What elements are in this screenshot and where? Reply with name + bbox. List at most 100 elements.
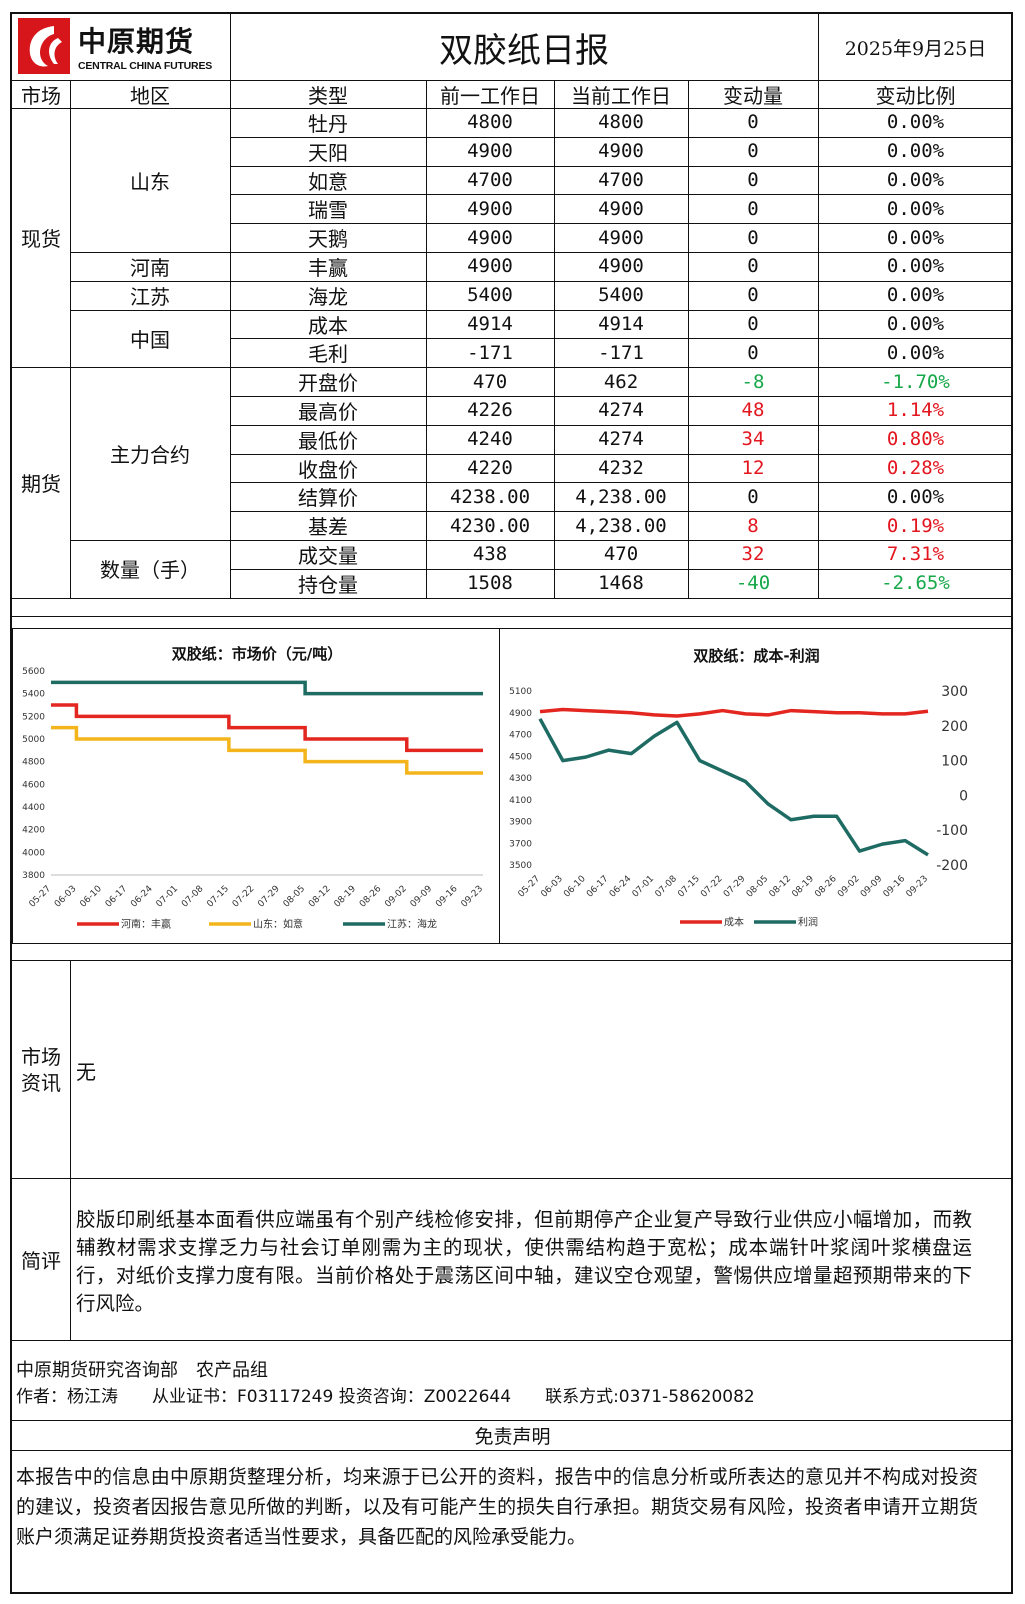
page-title: 双胶纸日报 [439, 30, 609, 71]
y-tick-label: 5600 [22, 667, 45, 677]
row-type: 天鹅 [308, 227, 348, 252]
change-percent: 0.00% [886, 197, 945, 220]
x-tick-label: 09-16 [434, 884, 460, 910]
daily-report: 中原期货 CENTRAL CHINA FUTURES 双胶纸日报 2025年9月… [10, 12, 1013, 1594]
row-type: 持仓量 [298, 572, 358, 597]
x-tick-label: 06-24 [608, 874, 634, 900]
news-label-line1: 市场 [21, 1045, 61, 1069]
curr-value: 4274 [598, 399, 644, 422]
y-left-tick-label: 3700 [509, 839, 532, 849]
x-tick-label: 06-03 [53, 884, 79, 910]
market-price-chart: 3800 4000 4200 4400 4600 4800 5000 5200 5400 5600… [22, 667, 485, 931]
x-tick-label: 08-12 [307, 884, 333, 910]
y-right-tick-label: 100 [941, 754, 968, 770]
change-value: 0 [747, 485, 759, 508]
comment-label: 简评 [21, 1248, 61, 1273]
row-type: 如意 [308, 169, 348, 194]
chart-left-title: 双胶纸：市场价（元/吨） [171, 645, 343, 663]
comment-text: 胶版印刷纸基本面看供应端虽有个别产线检修安排，但前期停产企业复产导致行业供应小幅… [76, 1208, 972, 1315]
x-tick-label: 08-19 [790, 874, 816, 900]
change-percent: 0.00% [886, 284, 945, 307]
disclaimer-title: 免责声明 [474, 1425, 551, 1448]
row-type: 结算价 [298, 486, 358, 511]
chart-right-title: 双胶纸：成本-利润 [693, 647, 820, 665]
y-tick-label: 5200 [22, 712, 45, 722]
y-right-tick-label: 300 [941, 684, 968, 700]
series-line [538, 718, 929, 857]
change-value: -8 [741, 370, 765, 393]
row-type: 成交量 [298, 543, 358, 568]
x-tick-label: 06-24 [129, 884, 155, 910]
region-label: 主力合约 [110, 443, 190, 468]
y-tick-label: 3800 [22, 871, 45, 881]
x-tick-label: 06-17 [585, 874, 611, 900]
change-percent: 1.14% [886, 399, 945, 422]
y-right-tick-label: 0 [959, 788, 968, 804]
change-percent: 0.19% [886, 514, 945, 537]
y-tick-label: 4600 [22, 780, 45, 790]
y-tick-label: 5400 [22, 690, 45, 700]
x-tick-label: 07-08 [653, 874, 679, 900]
y-left-tick-label: 4100 [509, 796, 532, 806]
x-tick-label: 07-22 [699, 874, 725, 900]
x-tick-label: 05-27 [517, 874, 543, 900]
curr-value: 462 [603, 370, 639, 393]
column-header: 市场 [21, 83, 61, 108]
change-value: 0 [747, 341, 759, 364]
logo-en-text: CENTRAL CHINA FUTURES [78, 60, 213, 72]
change-value: 0 [747, 168, 759, 191]
change-value: 0 [747, 284, 759, 307]
change-percent: 7.31% [886, 543, 945, 566]
column-header: 类型 [308, 83, 348, 108]
legend-label: 利润 [798, 916, 818, 929]
change-percent: 0.00% [886, 255, 945, 278]
x-tick-label: 06-10 [78, 884, 104, 910]
x-tick-label: 06-03 [539, 874, 565, 900]
change-value: 0 [747, 255, 759, 278]
curr-value: 4,238.00 [575, 485, 667, 508]
x-tick-label: 08-05 [282, 884, 308, 910]
x-tick-label: 08-26 [358, 884, 384, 910]
y-left-tick-label: 4700 [509, 731, 532, 741]
x-tick-label: 09-16 [882, 874, 908, 900]
curr-value: 4232 [598, 456, 644, 479]
prev-value: 5400 [467, 284, 513, 307]
chart-left-panel: 双胶纸：市场价（元/吨） 3800 4000 4200 4400 4600 4800 500… [12, 628, 500, 944]
curr-value: 4914 [598, 312, 644, 335]
prev-value: 4240 [467, 428, 513, 451]
y-left-tick-label: 3500 [509, 861, 532, 871]
x-tick-label: 07-15 [205, 884, 231, 910]
curr-value: 5400 [598, 284, 644, 307]
footer-author: 作者：杨江涛 从业证书：F03117249 投资咨询：Z0022644 联系方式… [16, 1387, 755, 1407]
series-line [51, 725, 483, 775]
row-type: 瑞雪 [308, 198, 348, 223]
x-tick-label: 09-02 [836, 874, 862, 900]
region-label: 中国 [130, 327, 170, 352]
row-type: 成本 [308, 313, 348, 338]
x-tick-label: 08-26 [813, 874, 839, 900]
change-percent: 0.28% [886, 456, 945, 479]
x-tick-label: 09-09 [409, 884, 435, 910]
curr-value: 4900 [598, 226, 644, 249]
y-tick-label: 4400 [22, 803, 45, 813]
y-left-tick-label: 4900 [509, 709, 532, 719]
region-label: 山东 [130, 169, 170, 194]
x-tick-label: 07-29 [256, 884, 282, 910]
change-value: 0 [747, 140, 759, 163]
change-percent: 0.00% [886, 485, 945, 508]
curr-value: -171 [598, 341, 644, 364]
x-tick-label: 07-15 [676, 874, 702, 900]
row-type: 收盘价 [298, 457, 358, 482]
market-label: 现货 [21, 227, 61, 252]
disclaimer-text: 本报告中的信息由中原期货整理分析，均来源于已公开的资料，报告中的信息分析或所表达… [16, 1466, 978, 1548]
y-right-tick-label: -100 [936, 823, 968, 839]
prev-value: 438 [472, 543, 508, 566]
x-tick-label: 07-01 [631, 874, 657, 900]
row-type: 海龙 [308, 284, 348, 309]
change-percent: 0.00% [886, 341, 945, 364]
change-value: 12 [741, 456, 765, 479]
x-tick-label: 06-17 [104, 884, 130, 910]
row-type: 基差 [308, 515, 348, 540]
x-tick-label: 06-10 [562, 874, 588, 900]
prev-value: 4230.00 [449, 514, 531, 537]
